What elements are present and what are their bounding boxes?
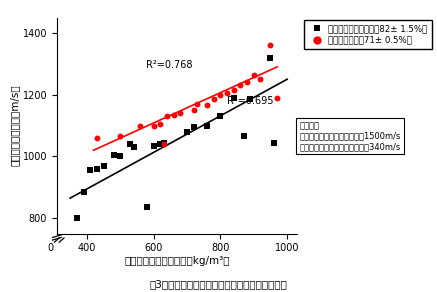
Point	[267, 43, 274, 48]
Point	[224, 91, 231, 95]
Point	[127, 142, 134, 146]
Point	[267, 55, 274, 60]
Point	[230, 95, 237, 100]
Point	[130, 145, 137, 150]
Point	[210, 97, 217, 102]
Point	[247, 97, 254, 102]
Text: R²=0.695: R²=0.695	[227, 96, 274, 106]
Point	[177, 111, 184, 116]
Point	[137, 123, 144, 128]
Point	[150, 123, 157, 128]
Point	[150, 143, 157, 148]
Point	[271, 140, 277, 145]
Point	[163, 114, 170, 119]
Point	[194, 102, 201, 106]
Point	[204, 103, 211, 108]
Point	[117, 154, 124, 159]
Point	[94, 135, 101, 140]
Point	[243, 80, 250, 85]
Point	[190, 125, 197, 129]
Point	[257, 77, 264, 81]
Point	[250, 72, 257, 77]
Point	[160, 142, 167, 146]
Point	[143, 205, 150, 210]
Point	[190, 108, 197, 112]
Point	[87, 168, 94, 173]
X-axis label: 材料草サンプルの密度（kg/m³）: 材料草サンプルの密度（kg/m³）	[124, 256, 230, 266]
Text: （参考）
水中の超音波の伝搬速度：約1500m/s
空気中の超音波の伝搬速度：約340m/s: （参考） 水中の超音波の伝搬速度：約1500m/s 空気中の超音波の伝搬速度：約…	[300, 121, 401, 151]
Point	[80, 190, 87, 194]
Point	[110, 152, 117, 157]
Point	[100, 163, 107, 168]
Point	[217, 114, 224, 119]
Text: 0: 0	[48, 243, 54, 253]
Point	[160, 140, 167, 145]
Point	[184, 129, 191, 134]
Point	[157, 142, 164, 146]
Y-axis label: 超音波の伝搬速度（m/s）: 超音波の伝搬速度（m/s）	[10, 85, 20, 166]
Point	[217, 92, 224, 97]
Legend: アルファルファ（水分82± 1.5%）, 飼料イネ（水分71± 0.5%）: アルファルファ（水分82± 1.5%）, 飼料イネ（水分71± 0.5%）	[304, 20, 431, 49]
Point	[170, 112, 177, 117]
Text: 図3　超音波の伝搬速度と材料草の密度との関係: 図3 超音波の伝搬速度と材料草の密度との関係	[149, 279, 288, 289]
Point	[94, 166, 101, 171]
Point	[274, 95, 281, 100]
Point	[73, 216, 80, 220]
Point	[157, 122, 164, 126]
Text: R²=0.768: R²=0.768	[146, 60, 193, 70]
Point	[204, 123, 211, 128]
Point	[230, 88, 237, 92]
Point	[240, 134, 247, 139]
Point	[117, 134, 124, 139]
Point	[237, 83, 244, 88]
